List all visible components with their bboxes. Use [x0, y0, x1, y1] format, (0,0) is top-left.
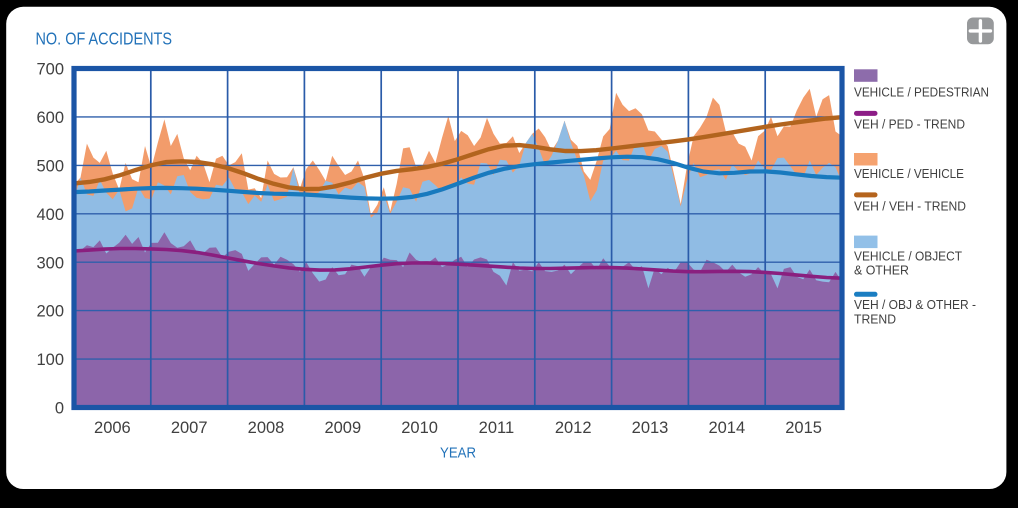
- svg-text:& OTHER: & OTHER: [854, 263, 909, 278]
- svg-text:2009: 2009: [324, 419, 361, 437]
- svg-text:300: 300: [36, 254, 64, 272]
- svg-text:2008: 2008: [248, 419, 285, 437]
- svg-text:VEH / PED - TREND: VEH / PED - TREND: [854, 117, 965, 132]
- svg-text:2015: 2015: [785, 419, 822, 437]
- svg-text:400: 400: [36, 206, 64, 224]
- svg-text:VEH / VEH - TREND: VEH / VEH - TREND: [854, 199, 966, 214]
- svg-text:0: 0: [55, 400, 64, 418]
- svg-text:VEH / OBJ & OTHER -: VEH / OBJ & OTHER -: [854, 297, 976, 312]
- svg-text:2012: 2012: [555, 419, 592, 437]
- svg-text:600: 600: [36, 109, 64, 127]
- svg-text:NO. OF ACCIDENTS: NO. OF ACCIDENTS: [36, 29, 173, 49]
- svg-text:500: 500: [36, 158, 64, 176]
- svg-text:200: 200: [36, 303, 64, 321]
- svg-text:2006: 2006: [94, 419, 131, 437]
- svg-text:VEHICLE / PEDESTRIAN: VEHICLE / PEDESTRIAN: [854, 85, 989, 100]
- svg-text:TREND: TREND: [854, 312, 896, 327]
- svg-text:100: 100: [36, 351, 64, 369]
- svg-text:2010: 2010: [401, 419, 438, 437]
- svg-text:YEAR: YEAR: [440, 446, 476, 462]
- svg-text:700: 700: [36, 61, 64, 79]
- svg-text:2014: 2014: [708, 419, 745, 437]
- svg-text:VEHICLE / VEHICLE: VEHICLE / VEHICLE: [854, 166, 964, 181]
- svg-text:VEHICLE / OBJECT: VEHICLE / OBJECT: [854, 249, 962, 264]
- svg-text:2011: 2011: [479, 419, 514, 437]
- svg-text:2007: 2007: [171, 419, 208, 437]
- svg-text:2013: 2013: [632, 419, 669, 437]
